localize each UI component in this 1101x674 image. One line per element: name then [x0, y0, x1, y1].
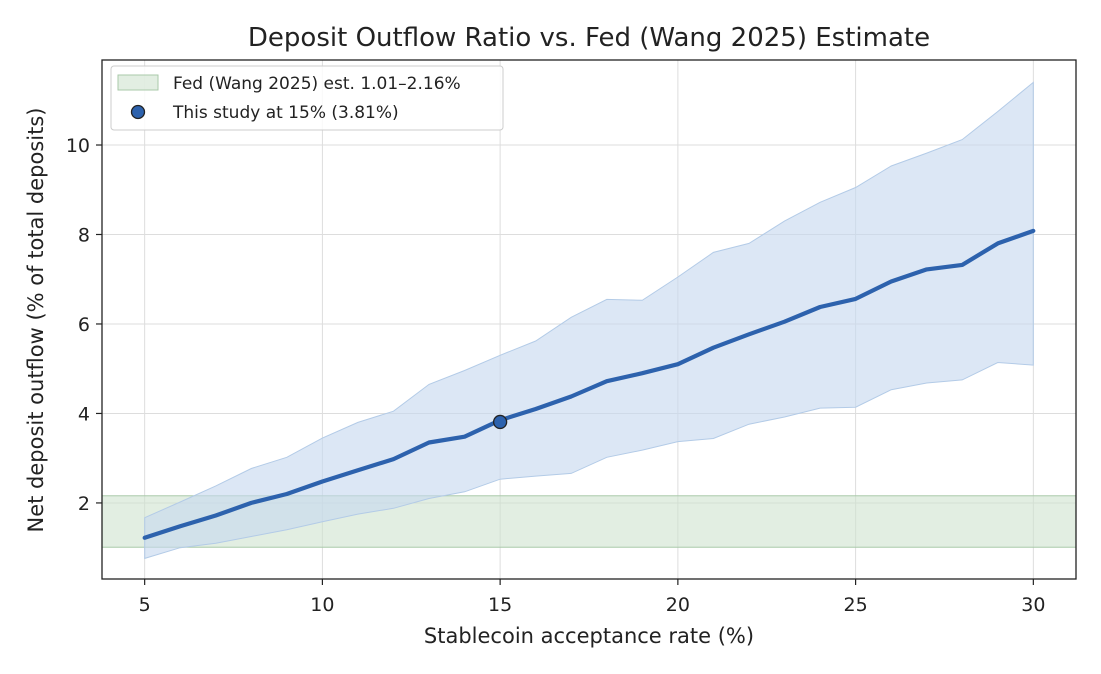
y-tick-label-10: 10 [66, 135, 90, 157]
y-tick-label-8: 8 [78, 224, 90, 246]
legend-swatch-fed-band [117, 74, 159, 91]
x-tick-label-30: 30 [1021, 594, 1045, 616]
legend-label-study-point: This study at 15% (3.81%) [172, 103, 399, 123]
y-tick-label-2: 2 [78, 493, 90, 515]
axis-ticks: 5 10 15 20 25 30 2 4 6 8 10 [66, 135, 1046, 616]
legend-swatch-study-point [130, 104, 146, 120]
plot-frame [101, 59, 1077, 580]
outflow-series-line [142, 228, 1036, 540]
uncertainty-band [144, 81, 1034, 560]
plot-area [102, 81, 1076, 560]
x-tick-label-25: 25 [844, 594, 868, 616]
x-tick-label-20: 20 [666, 594, 690, 616]
y-tick-label-4: 4 [78, 403, 90, 425]
chart-title: Deposit Outflow Ratio vs. Fed (Wang 2025… [248, 23, 930, 53]
legend-label-fed-band: Fed (Wang 2025) est. 1.01–2.16% [173, 74, 461, 94]
legend-box [110, 65, 504, 131]
x-tick-label-10: 10 [310, 594, 334, 616]
y-axis-label: Net deposit outflow (% of total deposits… [24, 108, 48, 533]
x-tick-label-15: 15 [488, 594, 512, 616]
x-axis-label: Stablecoin acceptance rate (%) [424, 624, 754, 648]
legend: Fed (Wang 2025) est. 1.01–2.16% This stu… [110, 65, 504, 131]
y-tick-label-6: 6 [78, 314, 90, 336]
study-highlight-point [492, 414, 508, 430]
x-tick-label-5: 5 [139, 594, 151, 616]
